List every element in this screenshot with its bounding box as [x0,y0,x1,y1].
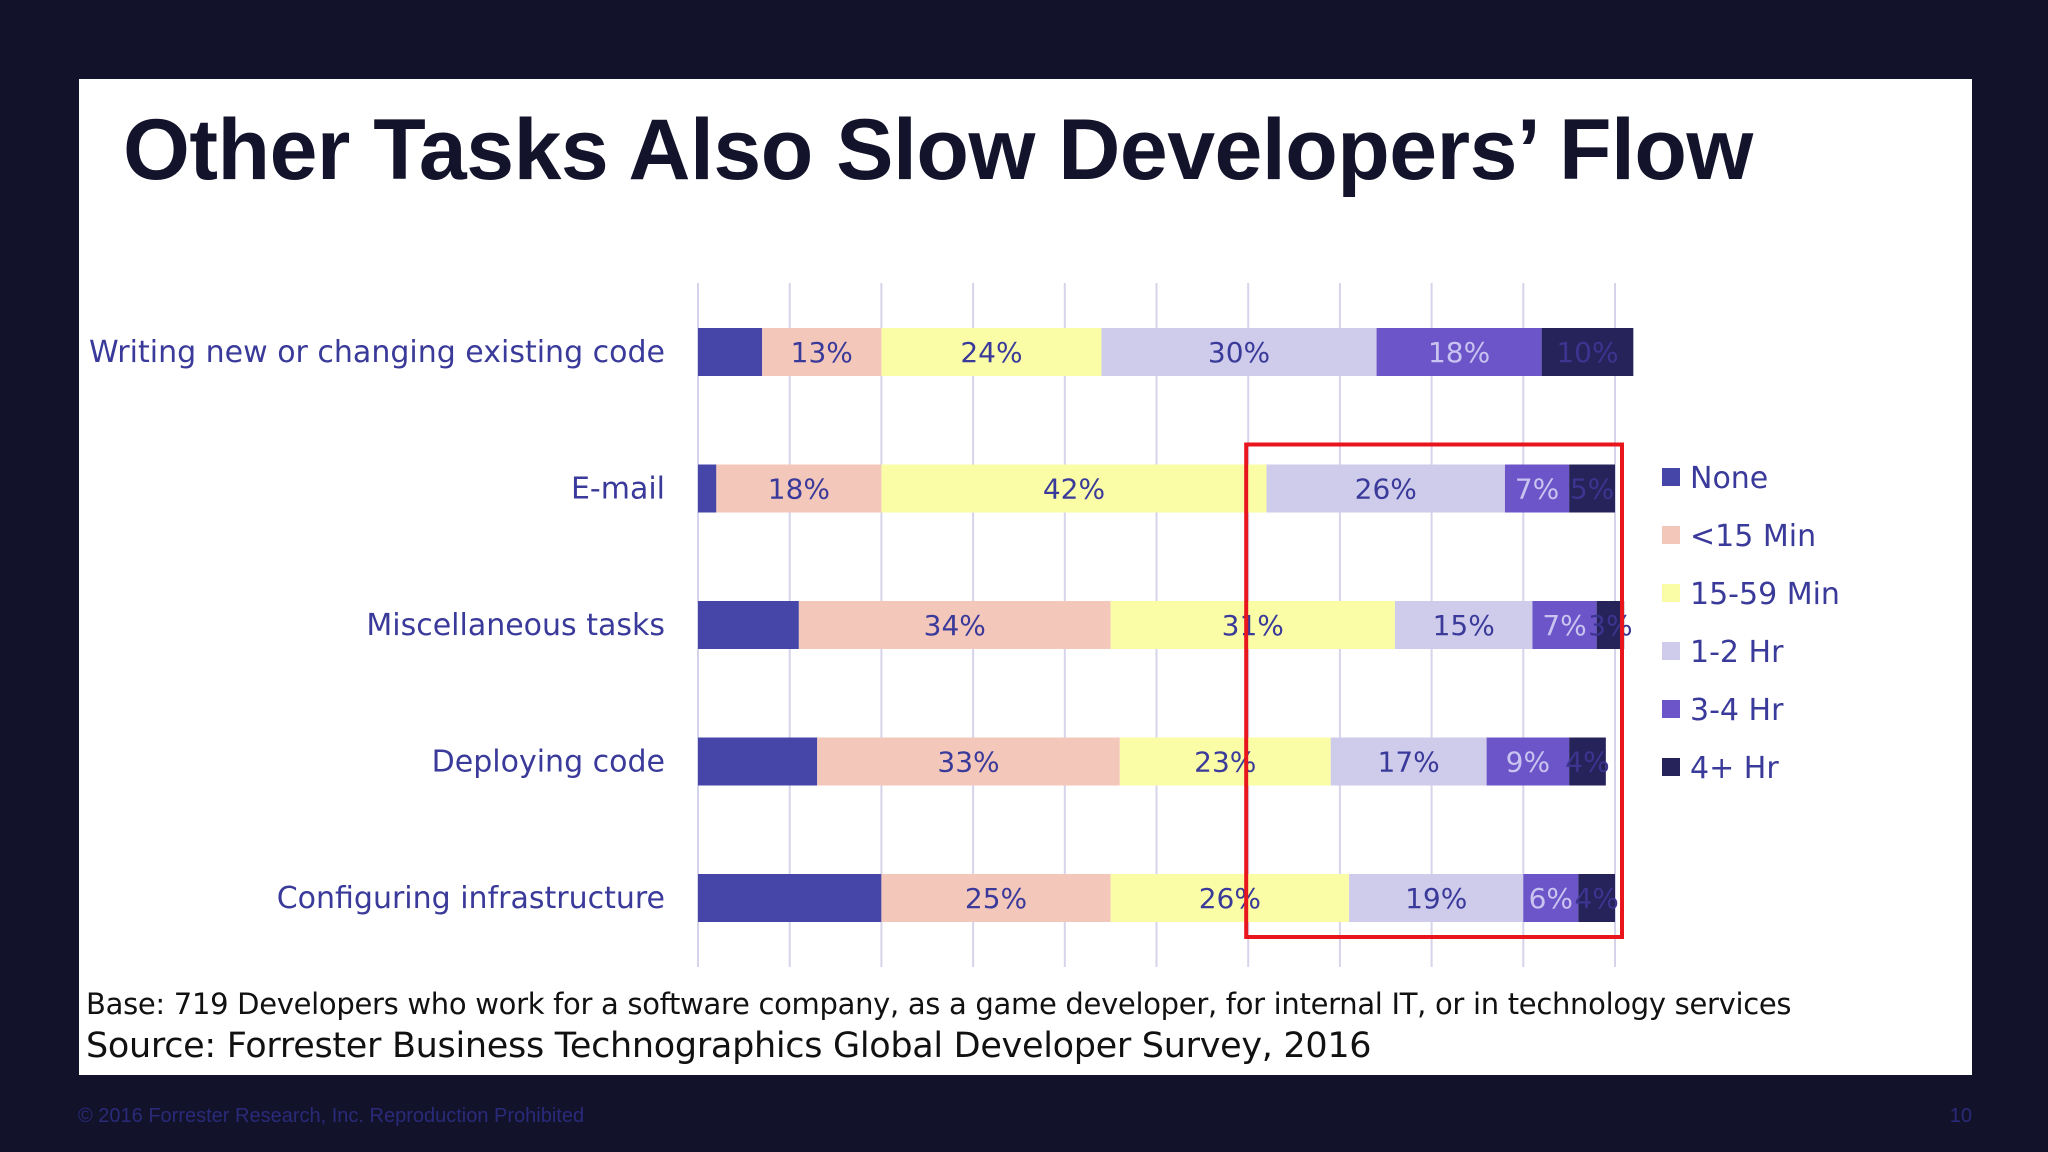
data-label: 4% [1565,746,1609,779]
data-label: 18% [768,473,830,506]
data-label: 30% [1208,336,1270,369]
legend-swatch [1662,642,1680,660]
bar-segment [1110,874,1350,922]
stacked-bar-chart: Writing new or changing existing code 13%… [89,283,1840,967]
data-label: 19% [1405,882,1467,915]
bar-segment [1394,601,1533,649]
bar-segment [1532,601,1597,649]
data-label: 13% [791,336,853,369]
bar-segment [1110,601,1395,649]
data-label: 6% [1529,882,1573,915]
bar-segment [881,328,1102,376]
legend-label: 15-59 Min [1690,577,1840,612]
category-label: Writing new or changing existing code [89,335,665,370]
data-label: 26% [1355,473,1417,506]
data-label: 7% [1515,473,1559,506]
data-label: 3% [1588,609,1632,642]
bar-segment [1376,328,1542,376]
data-label: 33% [937,746,999,779]
source-note: Source: Forrester Business Technographic… [86,1026,1372,1066]
data-label: 7% [1542,609,1586,642]
category-label: Deploying code [432,745,665,780]
bar-segment [1578,874,1615,922]
category-label: Miscellaneous tasks [366,608,665,643]
bar-segment [1266,464,1505,513]
legend-swatch [1662,584,1680,602]
legend-swatch [1662,526,1680,544]
base-note: Base: 719 Developers who work for a soft… [86,987,1792,1021]
slide: Other Tasks Also Slow Developers’ Flow W… [79,79,1972,1075]
data-label: 24% [960,336,1022,369]
bar-segment [698,601,799,649]
legend-swatch [1662,700,1680,718]
legend-label: None [1690,461,1768,496]
highlight-box [1244,442,1624,939]
data-label: 9% [1506,746,1550,779]
bar-segment [1330,737,1487,786]
data-label: 15% [1433,609,1495,642]
category-label: E-mail [571,472,665,507]
data-label: 25% [965,882,1027,915]
bar-segment [817,737,1120,786]
data-label: 26% [1199,882,1261,915]
bar-segment [881,874,1111,922]
bar-segment [1119,737,1331,786]
bar-segment [698,874,882,922]
bar-segment [1349,874,1524,922]
bar-segment [1504,464,1570,513]
legend-swatch [1662,468,1680,486]
data-label: 42% [1043,473,1105,506]
bar-segment [881,464,1267,513]
data-label: 18% [1428,336,1490,369]
slide-title: Other Tasks Also Slow Developers’ Flow [123,102,1753,198]
bar-segment [1541,328,1634,376]
data-label: 34% [924,609,986,642]
legend-label: 3-4 Hr [1690,693,1784,728]
bar-segment [798,601,1111,649]
category-label: Configuring infrastructure [277,881,665,916]
bar-segment [1523,874,1579,922]
bar-segment [1569,464,1615,513]
legend-label: 4+ Hr [1690,751,1779,786]
data-label: 4% [1574,882,1618,915]
page-number: 10 [1949,1105,1972,1127]
data-label: 10% [1556,336,1618,369]
bar-segment [698,328,763,376]
data-label: 31% [1222,609,1284,642]
bar-segment [1486,737,1570,786]
data-label: 5% [1570,473,1614,506]
bar-segment [1569,737,1606,786]
legend-label: 1-2 Hr [1690,635,1784,670]
bar-segment [716,464,882,513]
legend-label: <15 Min [1690,519,1816,554]
copyright-footer: © 2016 Forrester Research, Inc. Reproduc… [78,1105,585,1127]
bar-segment [698,737,818,786]
bar-segment [1596,601,1625,649]
bar-segment [698,464,717,513]
data-label: 17% [1378,746,1440,779]
legend-swatch [1662,758,1680,776]
bar-segment [762,328,882,376]
bar-segment [1101,328,1377,376]
